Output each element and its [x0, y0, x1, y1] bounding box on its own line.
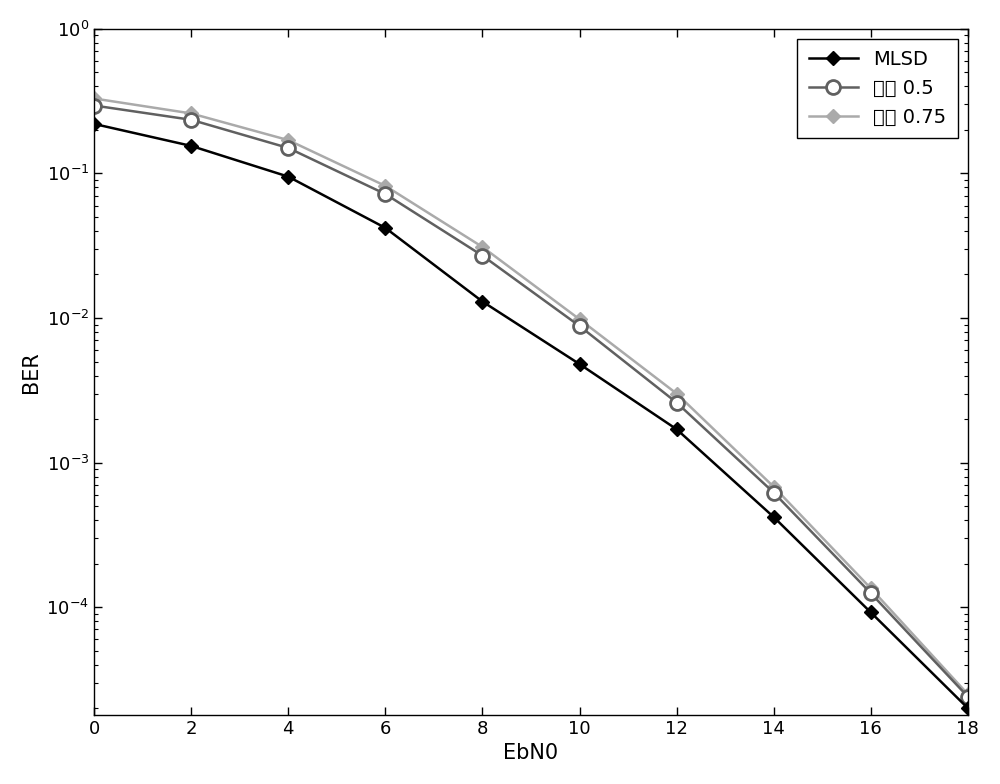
- Line: MLSD: MLSD: [89, 119, 973, 713]
- MLSD: [768, 512, 780, 521]
- 门限 0.5: [476, 251, 488, 260]
- 门限 0.5: [962, 692, 974, 702]
- 门限 0.75: [476, 242, 488, 252]
- 门限 0.75: [88, 94, 100, 103]
- 门限 0.5: [379, 190, 391, 199]
- Line: 门限 0.5: 门限 0.5: [87, 99, 975, 703]
- MLSD: [865, 608, 877, 617]
- 门限 0.75: [379, 181, 391, 191]
- 门限 0.75: [768, 482, 780, 492]
- 门限 0.75: [185, 109, 197, 118]
- 门限 0.75: [865, 583, 877, 593]
- MLSD: [379, 223, 391, 233]
- 门限 0.5: [282, 143, 294, 153]
- MLSD: [88, 119, 100, 129]
- 门限 0.5: [768, 488, 780, 497]
- 门限 0.5: [185, 115, 197, 125]
- 门限 0.5: [88, 101, 100, 111]
- Y-axis label: BER: BER: [21, 351, 41, 393]
- 门限 0.5: [671, 397, 683, 407]
- MLSD: [185, 141, 197, 151]
- X-axis label: EbN0: EbN0: [503, 743, 559, 763]
- Legend: MLSD, 门限 0.5, 门限 0.75: MLSD, 门限 0.5, 门限 0.75: [797, 38, 958, 139]
- 门限 0.75: [574, 314, 586, 324]
- 门限 0.75: [282, 136, 294, 145]
- MLSD: [282, 172, 294, 181]
- MLSD: [476, 297, 488, 307]
- 门限 0.75: [671, 389, 683, 398]
- MLSD: [962, 703, 974, 713]
- MLSD: [574, 359, 586, 368]
- 门限 0.5: [574, 321, 586, 331]
- MLSD: [671, 424, 683, 434]
- 门限 0.5: [865, 588, 877, 597]
- 门限 0.75: [962, 689, 974, 699]
- Line: 门限 0.75: 门限 0.75: [89, 93, 973, 699]
